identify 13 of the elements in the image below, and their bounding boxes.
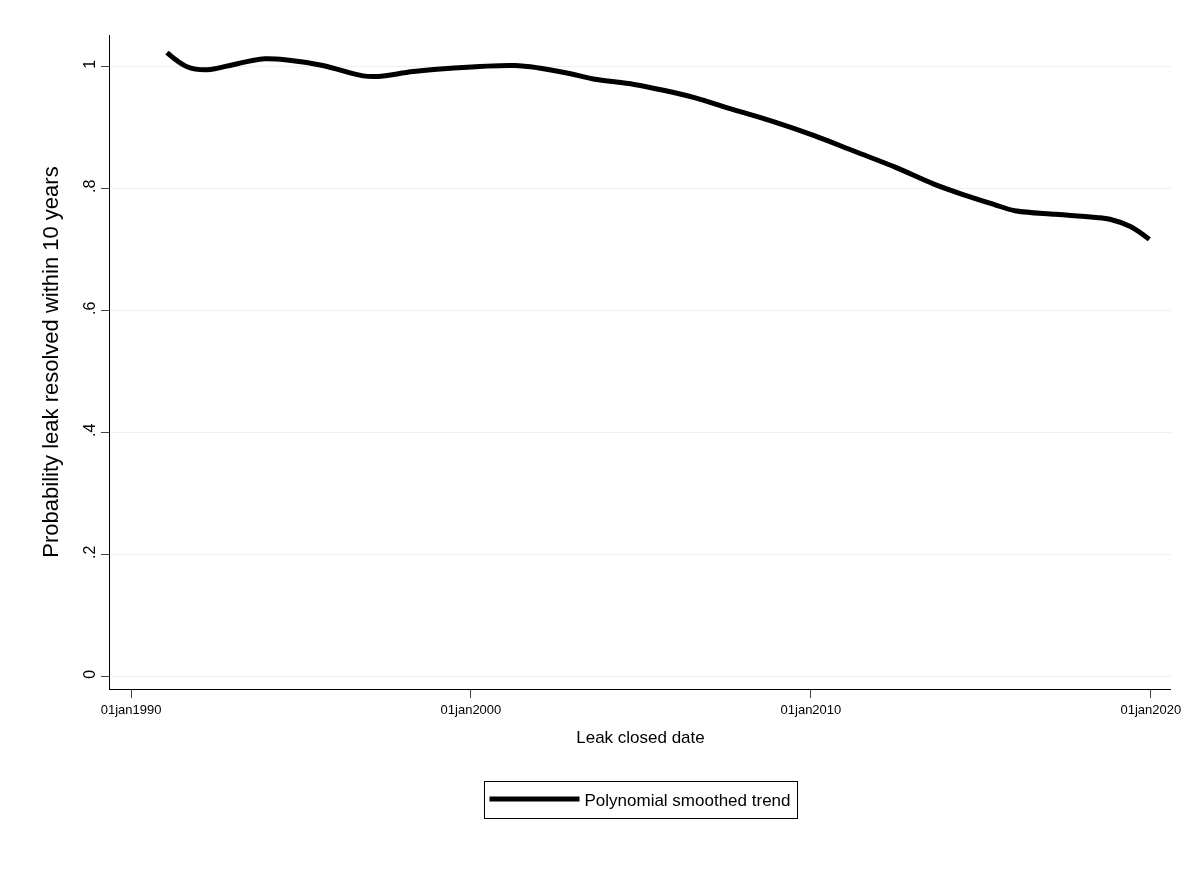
x-tick-label: 01jan1990 bbox=[100, 701, 162, 717]
y-tick-label: .4 bbox=[80, 423, 98, 438]
x-tick-label: 01jan2000 bbox=[440, 701, 502, 717]
x-axis-title: Leak closed date bbox=[576, 728, 705, 747]
text: Polynomial smoothed trend bbox=[584, 790, 791, 810]
y-tick-label: .8 bbox=[80, 179, 98, 194]
x-tick-label: 01jan2010 bbox=[780, 701, 842, 717]
y-tick-label: 0 bbox=[80, 669, 98, 679]
y-tick-label: 1 bbox=[80, 59, 98, 69]
y-axis-title: Probability leak resolved within 10 years bbox=[38, 166, 64, 558]
y-tick-label: .2 bbox=[80, 545, 98, 560]
y-tick-label: .6 bbox=[80, 301, 98, 316]
x-tick-label: 01jan2020 bbox=[1120, 701, 1182, 717]
